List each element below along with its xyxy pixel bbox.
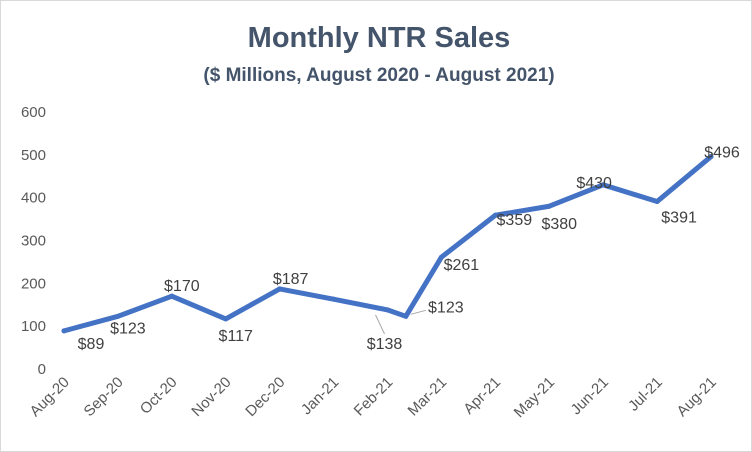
x-tick-label: Mar-21	[405, 374, 451, 420]
data-label: $261	[444, 257, 480, 274]
data-point	[223, 316, 229, 322]
leader-lines	[375, 309, 426, 335]
y-tick-label: 100	[21, 318, 46, 335]
plot-area	[61, 154, 714, 334]
x-tick-label: May-21	[511, 374, 558, 421]
y-tick-label: 200	[21, 275, 46, 292]
data-point	[438, 254, 444, 260]
x-axis: Aug-20 Sep-20 Oct-20 Nov-20 Dec-20 Jan-21 Feb-…	[27, 374, 720, 421]
data-labels: $89 $123 $170 $117 $187 $138 $123 $261 $359 $380 $…	[78, 145, 740, 353]
x-tick-label: Jan-21	[298, 374, 342, 418]
x-tick-label: Oct-20	[137, 374, 181, 418]
data-point	[61, 328, 67, 334]
data-point	[403, 313, 409, 319]
y-tick-label: 400	[21, 190, 46, 207]
y-tick-label: 600	[21, 104, 46, 121]
data-point	[277, 286, 283, 292]
y-tick-label: 300	[21, 233, 46, 250]
data-label: $117	[219, 328, 254, 345]
data-point	[708, 154, 714, 160]
chart-title: Monthly NTR Sales	[248, 22, 511, 54]
x-tick-label: Aug-21	[674, 374, 720, 420]
x-tick-label: Aug-20	[27, 374, 73, 420]
data-point	[600, 182, 606, 188]
chart-subtitle: ($ Millions, August 2020 - August 2021)	[203, 65, 554, 86]
y-axis: 0 100 200 300 400 500 600	[21, 104, 46, 378]
data-label: $496	[704, 145, 740, 162]
leader-line	[410, 309, 426, 315]
x-tick-label: Jul-21	[625, 374, 666, 415]
data-point	[385, 307, 390, 313]
data-point	[331, 296, 337, 302]
data-point	[492, 212, 498, 218]
x-tick-label: Feb-21	[351, 374, 397, 420]
data-point	[115, 313, 121, 319]
x-tick-label: Apr-21	[460, 374, 504, 418]
data-point	[169, 293, 175, 299]
data-label: $359	[497, 212, 533, 229]
data-label: $89	[78, 336, 105, 353]
x-tick-label: Jun-21	[568, 374, 612, 418]
data-label: $380	[541, 216, 577, 233]
x-tick-label: Sep-20	[81, 374, 127, 420]
data-point	[546, 203, 552, 209]
data-label: $138	[367, 336, 403, 353]
y-tick-label: 500	[21, 147, 46, 164]
series-line	[61, 154, 714, 334]
data-label: $123	[110, 320, 146, 337]
data-label: $430	[576, 175, 612, 192]
leader-line	[375, 314, 385, 335]
data-label: $170	[164, 278, 200, 295]
data-point	[654, 199, 660, 205]
data-label: $391	[661, 210, 697, 227]
y-tick-label: 0	[38, 361, 46, 378]
x-tick-label: Dec-20	[242, 374, 288, 420]
data-label: $123	[428, 299, 464, 316]
data-label: $187	[273, 271, 309, 288]
x-tick-label: Nov-20	[188, 374, 234, 420]
